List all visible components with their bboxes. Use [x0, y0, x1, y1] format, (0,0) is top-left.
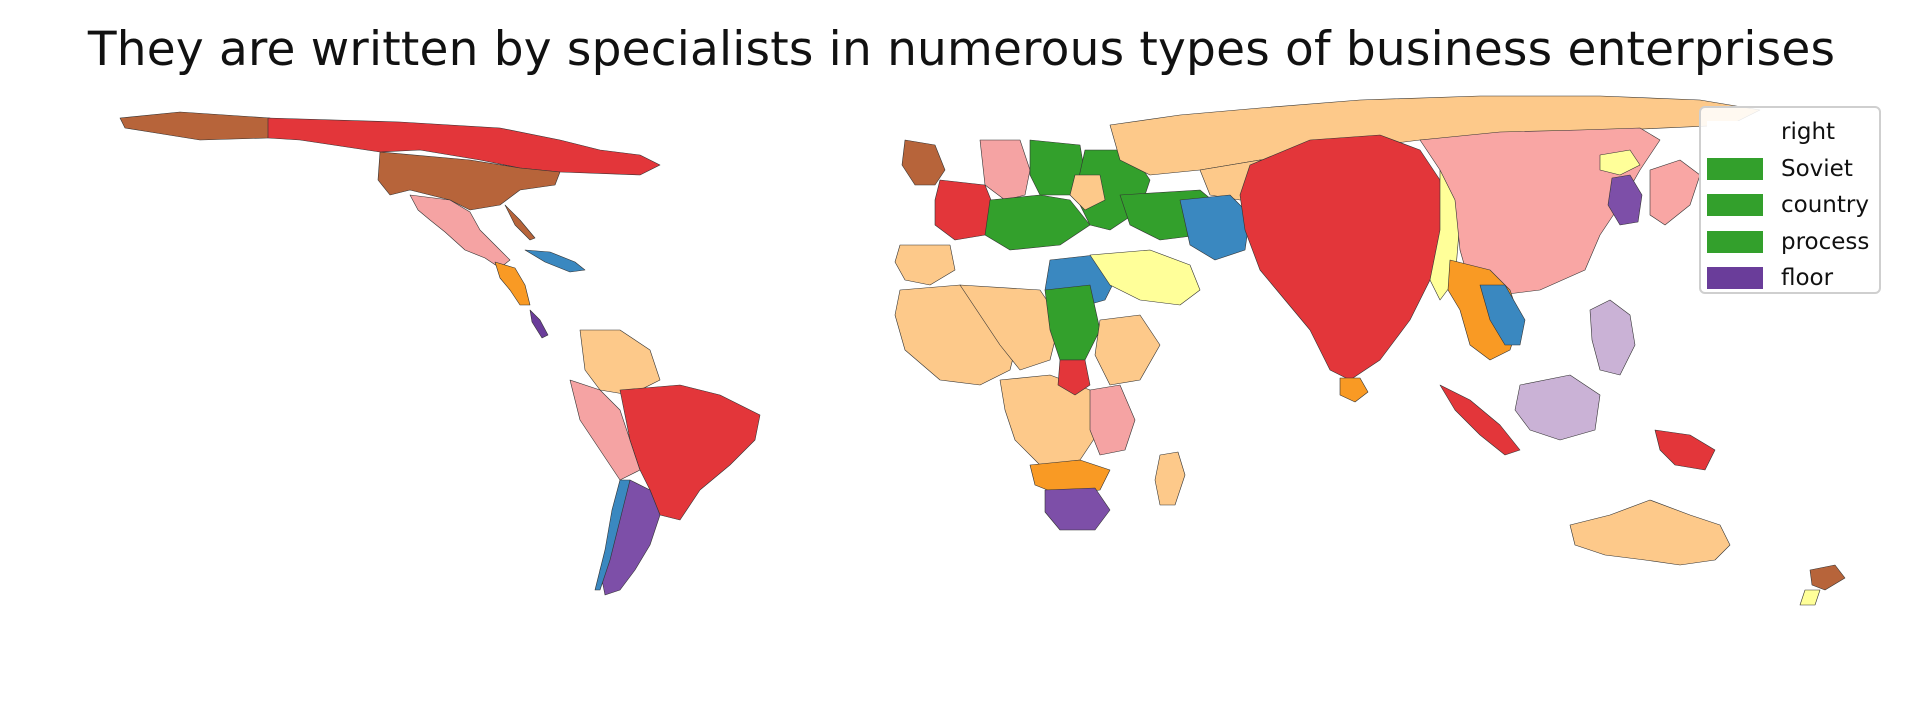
region-chile	[594, 479, 631, 591]
legend-swatch	[1707, 194, 1763, 217]
legend-label: country	[1781, 192, 1869, 219]
region-papua	[1654, 429, 1716, 471]
region-philippines	[1589, 299, 1636, 376]
legend-swatch	[1707, 121, 1763, 144]
legend-swatch	[1707, 267, 1763, 290]
legend-item: Soviet	[1707, 151, 1869, 188]
legend-label: Soviet	[1781, 155, 1853, 182]
region-iran	[1179, 194, 1251, 261]
region-korea	[1607, 174, 1643, 226]
region-arabia	[1089, 249, 1201, 306]
region-central-america	[494, 261, 531, 306]
region-indonesia-east	[1514, 374, 1601, 441]
region-southern-africa	[1029, 459, 1111, 496]
region-thailand	[1479, 284, 1526, 346]
legend-item: process	[1707, 224, 1869, 261]
region-panama	[529, 309, 549, 339]
map-title: They are written by specialists in numer…	[87, 22, 1836, 77]
region-france	[934, 179, 996, 241]
region-sahara	[959, 284, 1061, 371]
region-madagascar	[1154, 451, 1186, 506]
region-japan	[1649, 159, 1701, 226]
region-ukraine	[1069, 174, 1106, 211]
legend-swatch	[1707, 157, 1763, 180]
region-horn	[1094, 314, 1161, 386]
region-new-zealand	[1809, 564, 1846, 591]
region-indonesia-west	[1439, 384, 1521, 456]
region-russia	[1109, 95, 1761, 176]
region-east-africa	[1089, 384, 1136, 456]
region-new-zealand-south	[1799, 589, 1821, 606]
region-spain	[894, 244, 956, 286]
legend-label: process	[1781, 228, 1870, 255]
region-florida	[504, 204, 536, 241]
legend-item: floor	[1707, 260, 1869, 297]
legend-label: right	[1781, 119, 1836, 146]
region-india	[1239, 134, 1446, 381]
region-balkans	[984, 194, 1091, 251]
region-nigeria	[1057, 359, 1091, 396]
region-egypt	[1044, 284, 1101, 361]
region-usa	[377, 151, 561, 211]
region-south-africa	[1044, 487, 1111, 531]
region-mongolia	[1599, 149, 1641, 176]
legend-label: floor	[1781, 265, 1834, 292]
legend-swatch	[1707, 230, 1763, 253]
region-brazil	[619, 384, 761, 521]
region-australia	[1569, 499, 1731, 566]
map-legend: right Soviet country process floor	[1699, 106, 1881, 294]
legend-item: right	[1707, 114, 1869, 151]
region-alaska-canada	[119, 111, 271, 141]
region-caribbean	[524, 249, 586, 273]
region-andes	[579, 329, 661, 396]
region-uk	[901, 139, 946, 186]
region-sri-lanka	[1339, 377, 1369, 403]
legend-item: country	[1707, 187, 1869, 224]
